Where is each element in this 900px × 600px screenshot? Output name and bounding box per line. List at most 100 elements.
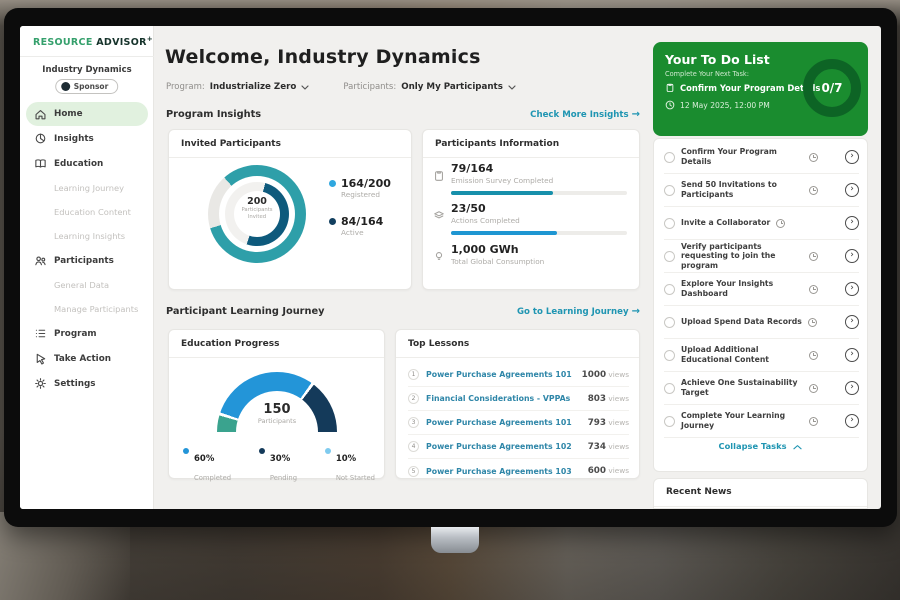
legend-dot (329, 218, 336, 225)
legend-value: 84/164 (341, 215, 383, 228)
sidebar-item-education[interactable]: Education (20, 151, 154, 176)
divider (169, 357, 384, 358)
task-row[interactable]: Complete Your Learning Journey › (664, 405, 859, 438)
task-checkbox[interactable] (664, 383, 675, 394)
lesson-link[interactable]: Power Purchase Agreements 102 (426, 442, 572, 451)
task-checkbox[interactable] (664, 317, 675, 328)
donut-center-line1: Participants (241, 207, 272, 213)
go-to-learning-journey-link[interactable]: Go to Learning Journey→ (517, 306, 640, 317)
donut-center: 200 ParticipantsInvited (208, 196, 306, 221)
task-checkbox[interactable] (664, 218, 675, 229)
home-icon (34, 108, 47, 121)
program-icon (34, 327, 47, 340)
chevron-up-icon (793, 444, 802, 450)
task-checkbox[interactable] (664, 284, 675, 295)
task-label: Upload Additional Educational Content (681, 345, 803, 364)
sidebar-item-manage-participants[interactable]: Manage Participants (20, 297, 154, 321)
card-title: Education Progress (181, 339, 279, 349)
task-checkbox[interactable] (664, 416, 675, 427)
legend-label: Not Started (336, 474, 375, 482)
lesson-rank: 5 (408, 466, 419, 477)
lesson-rank: 1 (408, 369, 419, 380)
task-chevron-button[interactable]: › (845, 282, 859, 296)
sidebar-item-program[interactable]: Program (20, 321, 154, 346)
lesson-rank: 2 (408, 393, 419, 404)
todo-summary-card: Your To Do List Complete Your Next Task:… (653, 42, 868, 136)
legend-dot (183, 448, 189, 454)
sidebar-item-insights[interactable]: Insights (20, 126, 154, 151)
legend-value: 60% (194, 454, 214, 464)
collapse-tasks-link[interactable]: Collapse Tasks (654, 441, 867, 451)
sidebar-item-learning-journey[interactable]: Learning Journey (20, 176, 154, 200)
logo-resource: RESOURCE (33, 37, 93, 48)
logo-advisor: ADVISOR (96, 37, 146, 48)
task-checkbox[interactable] (664, 152, 675, 163)
sidebar-item-education-content[interactable]: Education Content (20, 200, 154, 224)
task-checkbox[interactable] (664, 350, 675, 361)
legend-item-registered: 164/200 Registered (329, 177, 391, 199)
task-checkbox[interactable] (664, 185, 675, 196)
divider (169, 157, 411, 158)
collapse-label: Collapse Tasks (719, 441, 787, 451)
program-value: Industrialize Zero (210, 82, 297, 92)
section-heading: Participant Learning Journey (166, 306, 325, 317)
sidebar-item-label: Learning Journey (54, 183, 124, 193)
task-label: Achieve One Sustainability Target (681, 378, 803, 397)
task-chevron-button[interactable]: › (845, 216, 859, 230)
lesson-row: 2 Financial Considerations - VPPAs 803 v… (408, 387, 629, 411)
lesson-link[interactable]: Power Purchase Agreements 103 (426, 467, 572, 476)
task-chevron-button[interactable]: › (845, 348, 859, 362)
invited-participants-card: Invited Participants 200 ParticipantsInv… (168, 129, 412, 290)
task-row[interactable]: Achieve One Sustainability Target › (664, 372, 859, 405)
todo-progress-value: 0/7 (821, 81, 842, 95)
todo-progress-ring: 0/7 (803, 59, 861, 117)
sidebar-item-label: Program (54, 329, 97, 339)
lesson-rank: 4 (408, 441, 419, 452)
consumption-icon (433, 250, 445, 263)
lesson-rank: 3 (408, 417, 419, 428)
card-title: Top Lessons (408, 339, 469, 349)
views-count: 1000 (582, 370, 606, 380)
learning-journey-header: Participant Learning Journey Go to Learn… (166, 306, 640, 317)
sidebar-item-take-action[interactable]: Take Action (20, 346, 154, 371)
task-row[interactable]: Explore Your Insights Dashboard › (664, 273, 859, 306)
legend-value: 30% (270, 454, 290, 464)
sidebar-item-general-data[interactable]: General Data (20, 273, 154, 297)
task-row[interactable]: Verify participants requesting to join t… (664, 240, 859, 273)
donut-center-value: 200 (208, 196, 306, 207)
lesson-link[interactable]: Financial Considerations - VPPAs (426, 394, 570, 403)
legend-item-completed: 60%Completed (183, 446, 231, 484)
sidebar-item-settings[interactable]: Settings (20, 371, 154, 396)
stat-value: 79/164 (451, 162, 629, 175)
lesson-link[interactable]: Power Purchase Agreements 101 (426, 418, 572, 427)
lesson-link[interactable]: Power Purchase Agreements 101 (426, 370, 572, 379)
task-row[interactable]: Upload Additional Educational Content › (664, 339, 859, 372)
task-checkbox[interactable] (664, 251, 675, 262)
task-chevron-button[interactable]: › (845, 249, 859, 263)
task-label: Send 50 Invitations to Participants (681, 180, 803, 199)
sidebar-item-participants[interactable]: Participants (20, 248, 154, 273)
recent-news-card: Recent News (653, 478, 868, 509)
sponsor-badge[interactable]: Sponsor (55, 79, 119, 94)
clock-icon (809, 285, 818, 294)
program-dropdown[interactable]: Program: Industrialize Zero (166, 82, 309, 92)
task-row[interactable]: Confirm Your Program Details › (664, 141, 859, 174)
card-title: Participants Information (435, 139, 559, 149)
invited-donut-chart: 200 ParticipantsInvited (208, 165, 306, 263)
task-row[interactable]: Invite a Collaborator › (664, 207, 859, 240)
task-chevron-button[interactable]: › (845, 150, 859, 164)
task-chevron-button[interactable]: › (845, 414, 859, 428)
task-row[interactable]: Upload Spend Data Records › (664, 306, 859, 339)
task-chevron-button[interactable]: › (845, 381, 859, 395)
clipboard-icon (665, 82, 675, 93)
sidebar-item-home[interactable]: Home (26, 102, 148, 126)
views-label: views (608, 442, 629, 451)
sidebar-item-learning-insights[interactable]: Learning Insights (20, 224, 154, 248)
task-label: Confirm Your Program Details (681, 147, 803, 166)
participants-dropdown[interactable]: Participants: Only My Participants (343, 82, 516, 92)
task-chevron-button[interactable]: › (845, 183, 859, 197)
task-chevron-button[interactable]: › (845, 315, 859, 329)
divider (423, 157, 639, 158)
task-row[interactable]: Send 50 Invitations to Participants › (664, 174, 859, 207)
check-more-insights-link[interactable]: Check More Insights→ (530, 109, 640, 120)
